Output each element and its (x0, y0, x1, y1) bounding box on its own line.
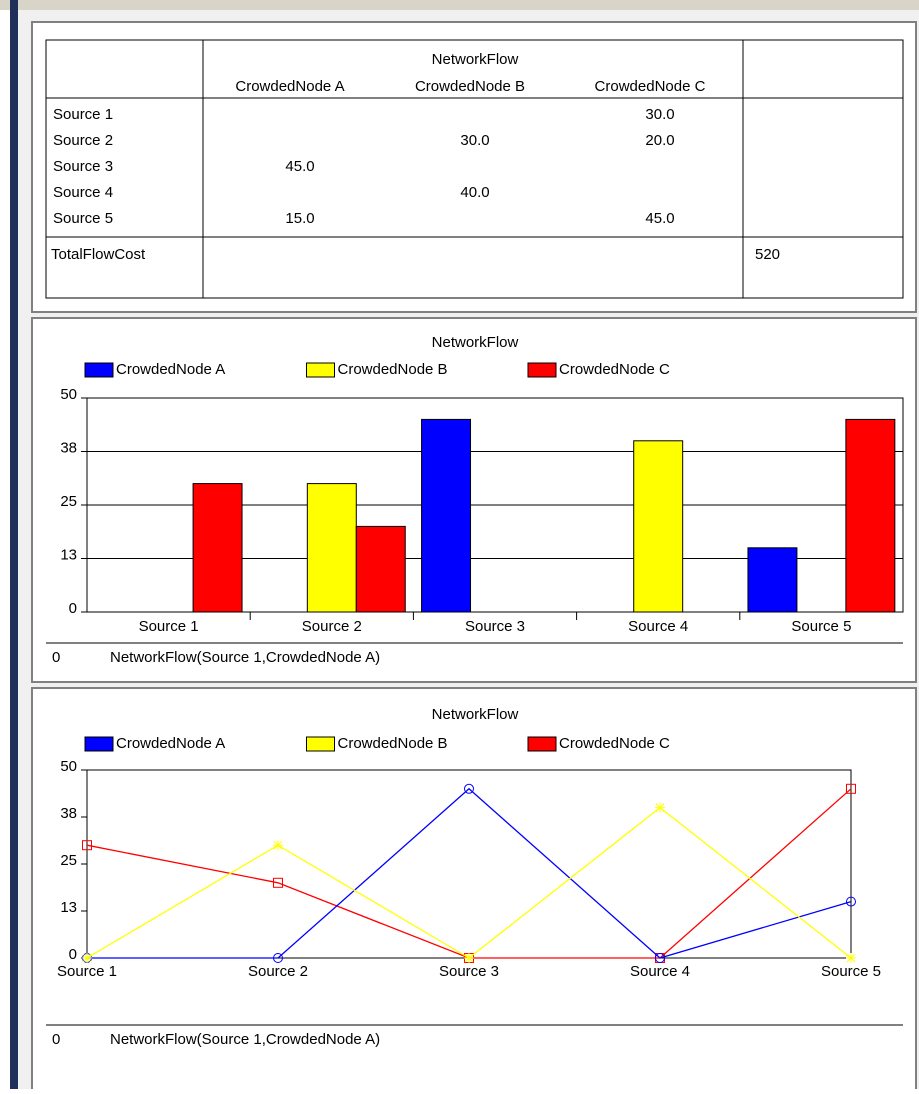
marker (82, 953, 92, 963)
legend-swatch (84, 362, 114, 378)
marker (464, 953, 474, 963)
cell: 30.0 (645, 106, 674, 123)
bar (747, 547, 798, 613)
bar-panel (31, 317, 917, 683)
x-tick-label: Source 4 (630, 963, 690, 980)
bar (306, 483, 357, 613)
row-label: Source 4 (53, 184, 113, 201)
left-border (10, 0, 18, 1089)
legend-swatch (84, 736, 114, 752)
marker (273, 840, 283, 851)
row-label: Source 1 (53, 106, 113, 123)
status-text: NetworkFlow(Source 1,CrowdedNode A) (110, 1031, 380, 1048)
bar (633, 440, 684, 613)
column-header: CrowdedNode C (595, 78, 706, 95)
y-tick-label: 0 (69, 600, 77, 617)
y-tick-label: 25 (60, 493, 77, 510)
cell: 45.0 (645, 210, 674, 227)
legend-label: CrowdedNode B (338, 361, 448, 378)
marker (846, 783, 856, 794)
cell: 20.0 (645, 132, 674, 149)
x-tick-label: Source 1 (139, 618, 199, 635)
line-panel (31, 687, 917, 1094)
legend-swatch (527, 362, 557, 378)
bar (192, 483, 243, 613)
legend-label: CrowdedNode A (116, 735, 225, 752)
x-tick-label: Source 3 (465, 618, 525, 635)
x-tick-label: Source 5 (791, 618, 851, 635)
status-code: 0 (52, 1031, 60, 1048)
y-tick-label: 38 (60, 439, 77, 456)
row-label: Source 3 (53, 158, 113, 175)
series-line (87, 787, 852, 959)
x-tick-label: Source 3 (439, 963, 499, 980)
table-grid (45, 39, 904, 299)
legend-label: CrowdedNode B (338, 735, 448, 752)
chart-title: NetworkFlow (432, 334, 519, 351)
legend-swatch (306, 736, 335, 752)
y-tick-label: 50 (60, 386, 77, 403)
cell: 15.0 (285, 210, 314, 227)
marker (846, 896, 856, 907)
table-title: NetworkFlow (432, 51, 519, 68)
legend-label: CrowdedNode C (559, 361, 670, 378)
cell: 45.0 (285, 158, 314, 175)
marker (655, 953, 665, 963)
legend-swatch (306, 362, 335, 378)
bar (355, 525, 406, 613)
row-label: Source 5 (53, 210, 113, 227)
cell: 40.0 (460, 184, 489, 201)
y-tick-label: 0 (69, 946, 77, 963)
marker (82, 840, 92, 851)
x-tick-label: Source 2 (302, 618, 362, 635)
marker (464, 783, 474, 794)
marker (273, 953, 283, 963)
y-tick-label: 13 (60, 899, 77, 916)
cell: 30.0 (460, 132, 489, 149)
x-tick-label: Source 5 (821, 963, 881, 980)
y-tick-label: 13 (60, 546, 77, 563)
bar (421, 418, 472, 613)
x-tick-label: Source 1 (57, 963, 117, 980)
total-value: 520 (755, 246, 780, 263)
legend-swatch (527, 736, 557, 752)
total-label: TotalFlowCost (51, 246, 146, 263)
y-tick-label: 38 (60, 805, 77, 822)
column-header: CrowdedNode A (235, 78, 344, 95)
chart-title: NetworkFlow (432, 706, 519, 723)
y-tick-label: 50 (60, 758, 77, 775)
bar (845, 418, 896, 613)
status-code: 0 (52, 649, 60, 666)
y-tick-label: 25 (60, 852, 77, 869)
top-bar (0, 0, 919, 10)
legend-label: CrowdedNode A (116, 361, 225, 378)
row-label: Source 2 (53, 132, 113, 149)
table-panel (31, 21, 917, 313)
marker (655, 802, 665, 813)
status-text: NetworkFlow(Source 1,CrowdedNode A) (110, 649, 380, 666)
marker (273, 877, 283, 888)
x-tick-label: Source 2 (248, 963, 308, 980)
marker (846, 953, 856, 963)
column-header: CrowdedNode B (415, 78, 525, 95)
legend-label: CrowdedNode C (559, 735, 670, 752)
x-tick-label: Source 4 (628, 618, 688, 635)
